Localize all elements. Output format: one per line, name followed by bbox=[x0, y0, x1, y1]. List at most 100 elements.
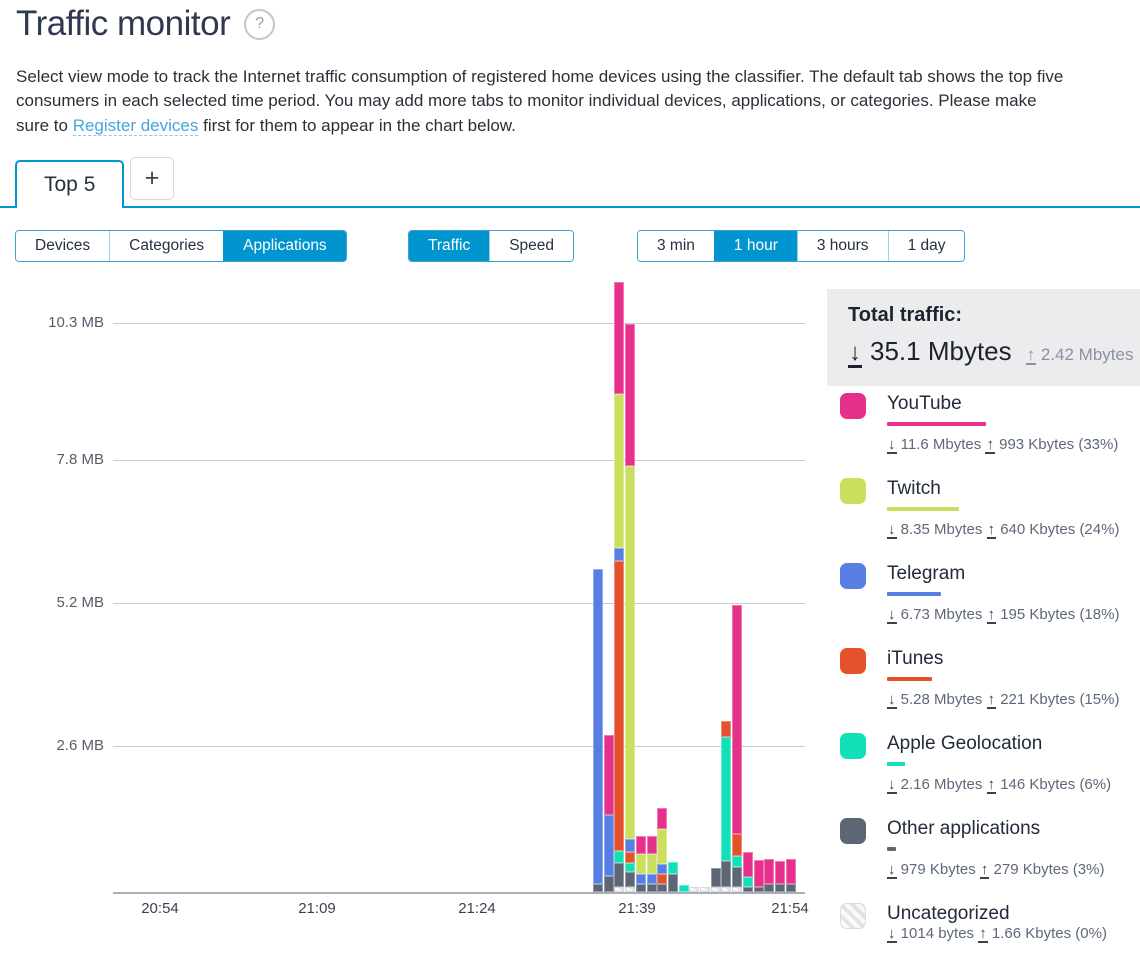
legend-item-twitch[interactable]: Twitch ↓ 8.35 Mbytes ↑ 640 Kbytes (24%) bbox=[840, 478, 1140, 539]
bar-segment-other-applications[interactable] bbox=[742, 887, 753, 892]
bar-segment-uncategorized[interactable] bbox=[614, 887, 625, 892]
bar-segment-other-applications[interactable] bbox=[646, 884, 657, 892]
bar-segment-youtube[interactable] bbox=[614, 282, 625, 394]
bar-segment-youtube[interactable] bbox=[742, 852, 753, 877]
legend-item-telegram[interactable]: Telegram ↓ 6.73 Mbytes ↑ 195 Kbytes (18%) bbox=[840, 563, 1140, 624]
bar-segment-telegram[interactable] bbox=[614, 548, 625, 561]
bar-segment-other-applications[interactable] bbox=[667, 874, 678, 892]
view-mode-applications[interactable]: Applications bbox=[223, 231, 346, 261]
legend-share-percent: (3%) bbox=[1072, 861, 1105, 878]
bar-segment-other-applications[interactable] bbox=[732, 867, 743, 887]
legend-download-value: 2.16 Mbytes bbox=[896, 776, 987, 793]
help-icon[interactable]: ? bbox=[244, 8, 276, 40]
bar-segment-youtube[interactable] bbox=[625, 324, 636, 466]
bar-segment-apple-geolocation[interactable] bbox=[667, 862, 678, 874]
view-mode-devices[interactable]: Devices bbox=[16, 231, 110, 261]
legend-app-name: Other applications bbox=[887, 818, 1041, 839]
bar-segment-uncategorized[interactable] bbox=[732, 887, 743, 892]
uncategorized-swatch-icon bbox=[840, 903, 866, 929]
bar-segment-uncategorized[interactable] bbox=[625, 887, 636, 892]
bar-segment-twitch[interactable] bbox=[614, 394, 625, 548]
view-mode-categories[interactable]: Categories bbox=[109, 231, 224, 261]
bar-segment-uncategorized[interactable] bbox=[689, 887, 700, 892]
legend-share-percent: (0%) bbox=[1075, 925, 1107, 942]
upload-arrow-icon: ↑ bbox=[1025, 345, 1037, 365]
period-1-day[interactable]: 1 day bbox=[887, 231, 965, 261]
bar-segment-telegram[interactable] bbox=[635, 874, 646, 884]
legend-item-youtube[interactable]: YouTube ↓ 11.6 Mbytes ↑ 993 Kbytes (33%) bbox=[840, 393, 1140, 454]
total-traffic-panel: Total traffic: ↓ 35.1 Mbytes ↑ 2.42 Mbyt… bbox=[827, 289, 1140, 386]
period-3-hours[interactable]: 3 hours bbox=[796, 231, 888, 261]
bar-segment-other-applications[interactable] bbox=[657, 884, 668, 892]
bar-segment-telegram[interactable] bbox=[603, 815, 614, 876]
bar-segment-youtube[interactable] bbox=[753, 860, 764, 887]
bar-segment-telegram[interactable] bbox=[593, 569, 603, 884]
legend-item-apple-geolocation[interactable]: Apple Geolocation ↓ 2.16 Mbytes ↑ 146 Kby… bbox=[840, 733, 1140, 794]
bar-segment-twitch[interactable] bbox=[646, 854, 657, 874]
bar-segment-other-applications[interactable] bbox=[764, 884, 775, 892]
legend-item-itunes[interactable]: iTunes ↓ 5.28 Mbytes ↑ 221 Kbytes (15%) bbox=[840, 648, 1140, 709]
bar-segment-telegram[interactable] bbox=[625, 839, 636, 852]
bar-segment-youtube[interactable] bbox=[635, 836, 646, 854]
page-header: Traffic monitor ? bbox=[16, 4, 276, 44]
bar-segment-youtube[interactable] bbox=[646, 836, 657, 854]
bar-segment-youtube[interactable] bbox=[657, 808, 668, 829]
bar-segment-youtube[interactable] bbox=[764, 859, 775, 884]
download-arrow-icon: ↓ bbox=[887, 521, 897, 539]
bar-segment-uncategorized[interactable] bbox=[721, 887, 732, 892]
bar-segment-youtube[interactable] bbox=[603, 735, 614, 815]
tab-top5[interactable]: Top 5 bbox=[15, 160, 125, 208]
bar-segment-apple-geolocation[interactable] bbox=[742, 877, 753, 887]
bar-segment-apple-geolocation[interactable] bbox=[614, 851, 625, 863]
legend-item-other-applications[interactable]: Other applications ↓ 979 Kbytes ↑ 279 Kby… bbox=[840, 818, 1140, 879]
legend-stats: ↓ 6.73 Mbytes ↑ 195 Kbytes (18%) bbox=[887, 606, 1119, 624]
bar-segment-other-applications[interactable] bbox=[603, 876, 614, 892]
metric-switch: Traffic Speed bbox=[408, 230, 575, 262]
bar-segment-other-applications[interactable] bbox=[635, 884, 646, 892]
bar-segment-telegram[interactable] bbox=[657, 864, 668, 874]
bar-segment-youtube[interactable] bbox=[774, 861, 785, 884]
bar-segment-apple-geolocation[interactable] bbox=[732, 856, 743, 867]
bar-segment-uncategorized[interactable] bbox=[710, 887, 721, 892]
metric-speed[interactable]: Speed bbox=[489, 231, 574, 261]
bar-segment-itunes[interactable] bbox=[657, 874, 668, 884]
metric-traffic[interactable]: Traffic bbox=[409, 231, 490, 261]
bar-segment-other-applications[interactable] bbox=[774, 884, 785, 892]
download-arrow-icon: ↓ bbox=[887, 861, 897, 879]
bar-segment-apple-geolocation[interactable] bbox=[721, 737, 732, 861]
bar-segment-twitch[interactable] bbox=[625, 466, 636, 839]
bar-segment-other-applications[interactable] bbox=[593, 884, 603, 892]
legend-stats: ↓ 5.28 Mbytes ↑ 221 Kbytes (15%) bbox=[887, 691, 1119, 709]
download-arrow-icon: ↓ bbox=[887, 436, 897, 454]
bar-segment-other-applications[interactable] bbox=[721, 861, 732, 887]
bar-segment-itunes[interactable] bbox=[625, 852, 636, 863]
legend-item-uncategorized[interactable]: Uncategorized ↓ 1014 bytes ↑ 1.66 Kbytes … bbox=[840, 903, 1140, 943]
bar-segment-itunes[interactable] bbox=[732, 834, 743, 856]
bar-segment-youtube[interactable] bbox=[785, 859, 796, 884]
bar-segment-apple-geolocation[interactable] bbox=[625, 863, 636, 872]
bar-segment-other-applications[interactable] bbox=[753, 887, 764, 892]
legend-upload-value: 640 Kbytes bbox=[996, 521, 1080, 538]
bar-segment-uncategorized[interactable] bbox=[700, 887, 710, 892]
bar-segment-itunes[interactable] bbox=[721, 721, 732, 737]
legend-upload-value: 279 Kbytes bbox=[989, 861, 1073, 878]
period-3-min[interactable]: 3 min bbox=[638, 231, 714, 261]
y-gridline bbox=[113, 322, 805, 324]
bar-segment-telegram[interactable] bbox=[646, 874, 657, 884]
download-arrow-icon: ↓ bbox=[887, 925, 897, 943]
y-gridline bbox=[113, 460, 805, 461]
legend-share-bar bbox=[887, 677, 932, 681]
bar-segment-other-applications[interactable] bbox=[710, 868, 721, 887]
bar-segment-itunes[interactable] bbox=[614, 561, 625, 851]
legend-share-percent: (24%) bbox=[1079, 521, 1120, 538]
bar-segment-other-applications[interactable] bbox=[785, 884, 796, 892]
bar-segment-twitch[interactable] bbox=[657, 829, 668, 864]
bar-segment-other-applications[interactable] bbox=[625, 872, 636, 887]
bar-segment-apple-geolocation[interactable] bbox=[678, 885, 689, 892]
register-devices-link[interactable]: Register devices bbox=[72, 115, 199, 136]
bar-segment-youtube[interactable] bbox=[732, 605, 743, 834]
period-1-hour[interactable]: 1 hour bbox=[713, 231, 797, 261]
add-tab-button[interactable]: + bbox=[130, 157, 174, 200]
bar-segment-other-applications[interactable] bbox=[614, 863, 625, 887]
bar-segment-twitch[interactable] bbox=[635, 854, 646, 874]
